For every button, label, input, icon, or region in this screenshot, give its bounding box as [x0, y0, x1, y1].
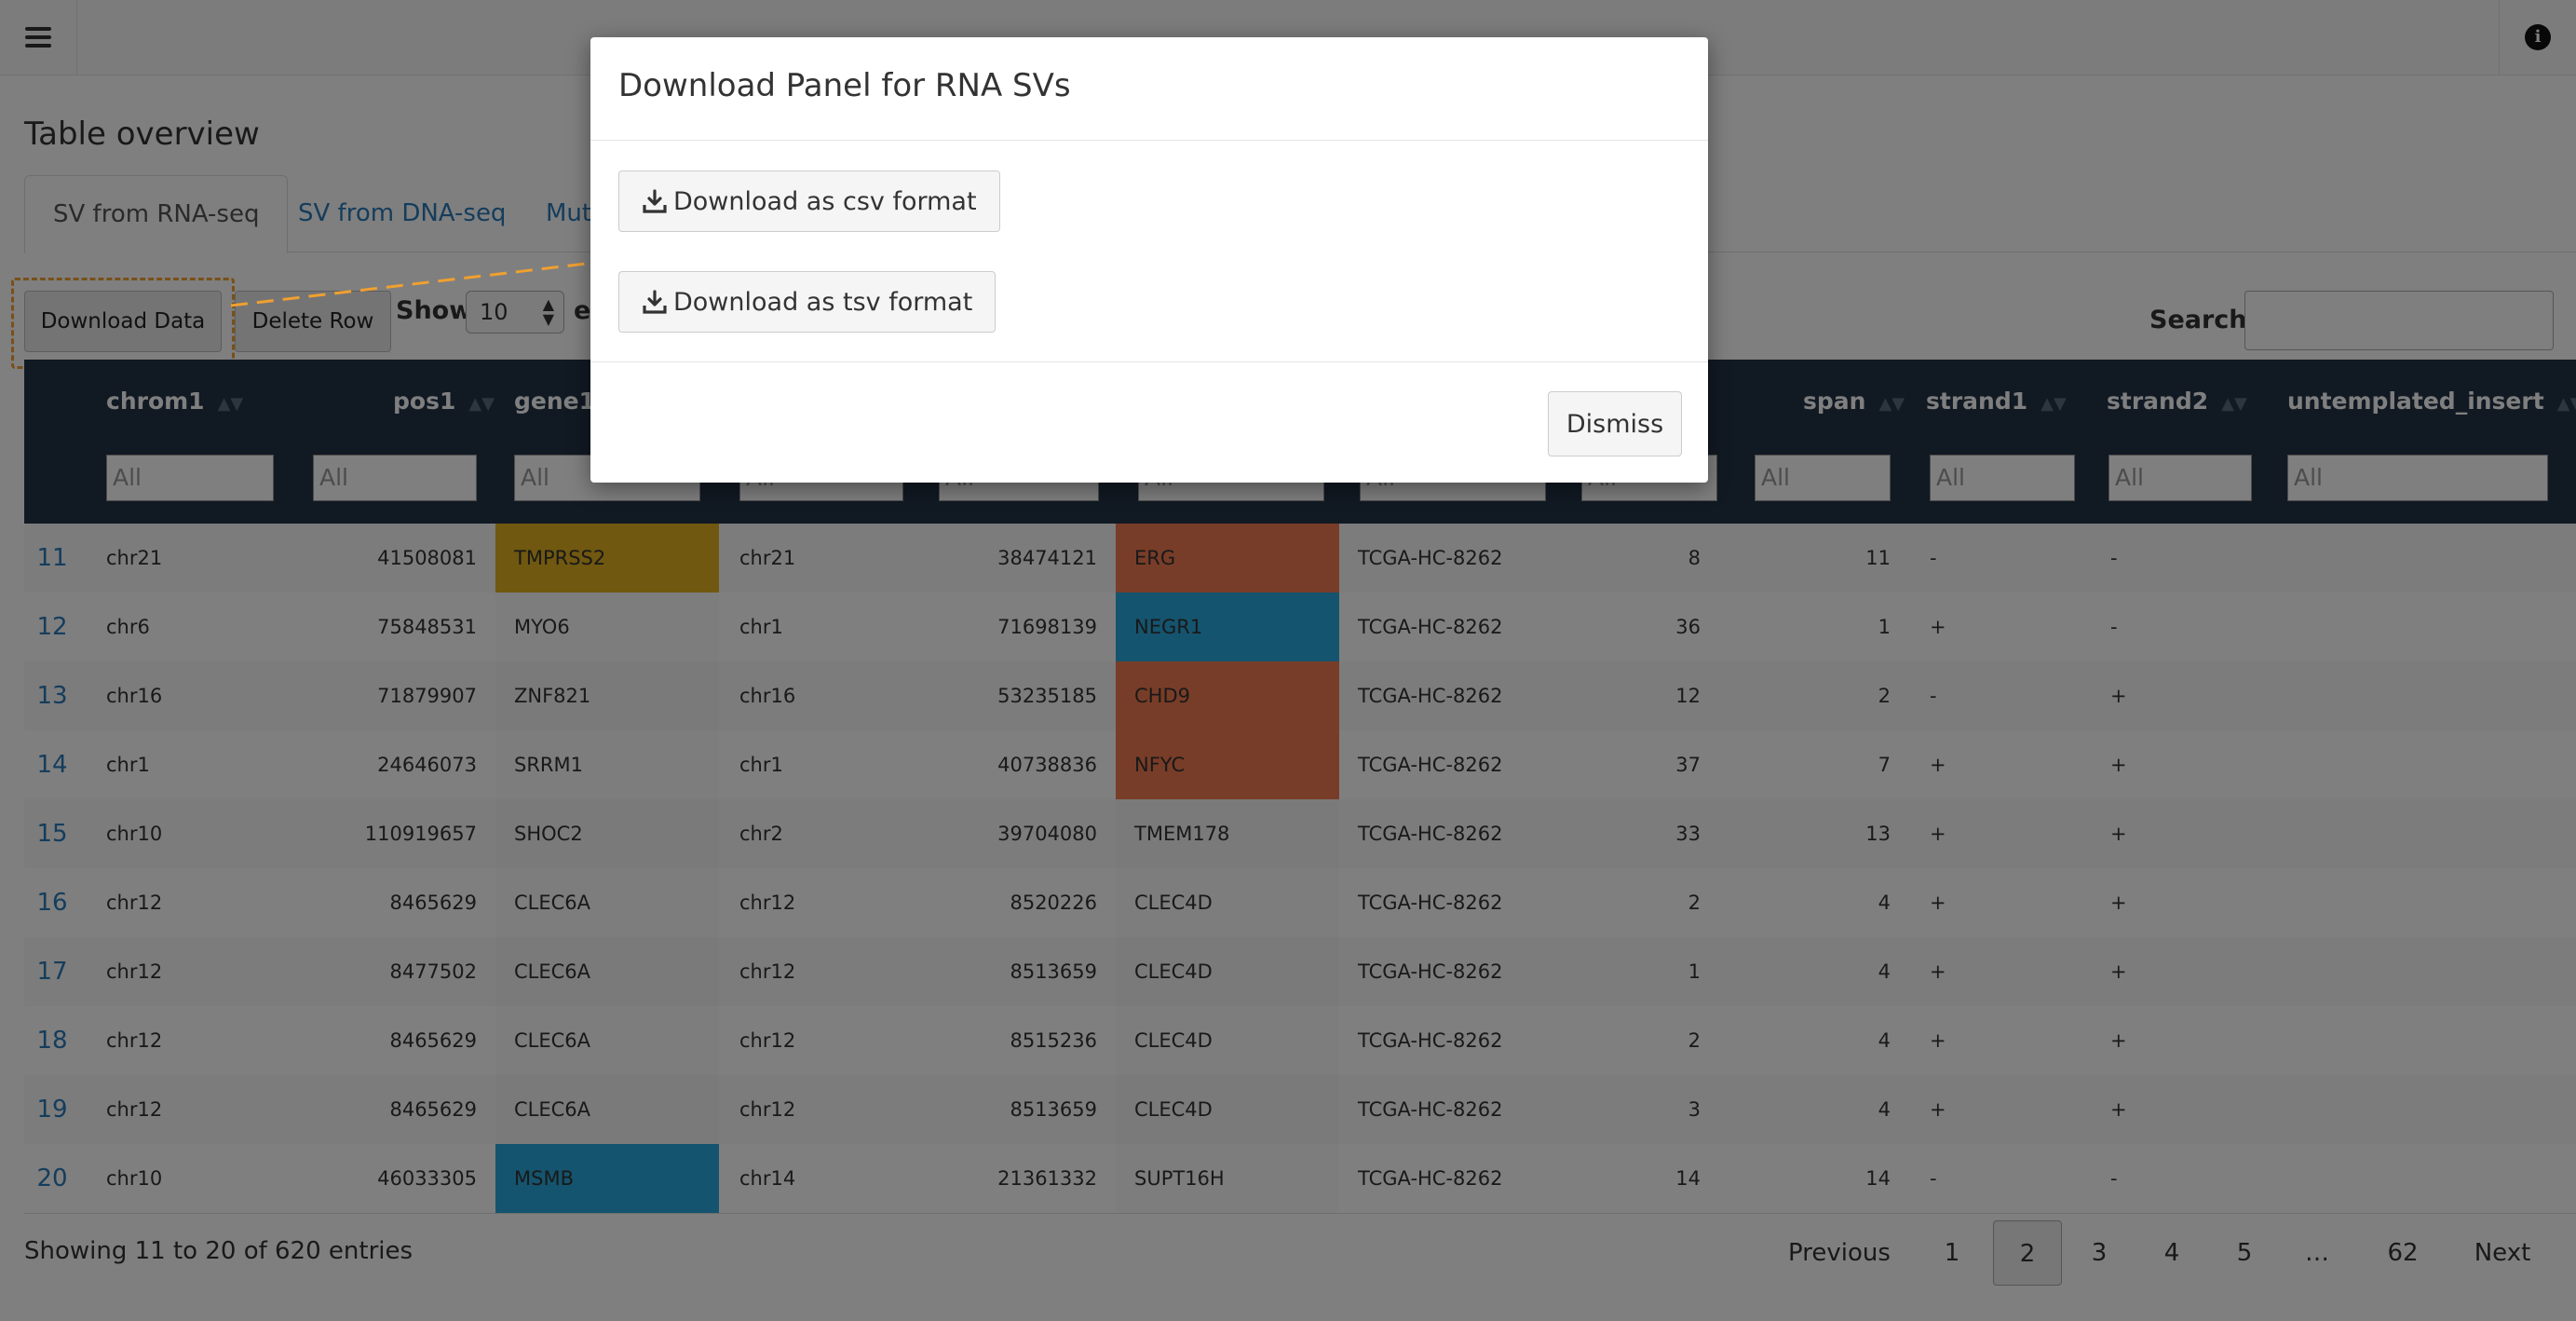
modal-header-divider — [590, 140, 1708, 141]
modal-title: Download Panel for RNA SVs — [618, 67, 1071, 104]
download-modal: Download Panel for RNA SVs Download as c… — [590, 37, 1708, 483]
download-tsv-label: Download as tsv format — [673, 287, 973, 317]
dismiss-button[interactable]: Dismiss — [1548, 391, 1682, 456]
download-icon — [643, 290, 667, 314]
download-csv-button[interactable]: Download as csv format — [618, 170, 1000, 232]
download-csv-label: Download as csv format — [673, 186, 977, 216]
modal-footer-divider — [590, 361, 1708, 362]
download-icon — [643, 189, 667, 213]
download-tsv-button[interactable]: Download as tsv format — [618, 271, 997, 333]
